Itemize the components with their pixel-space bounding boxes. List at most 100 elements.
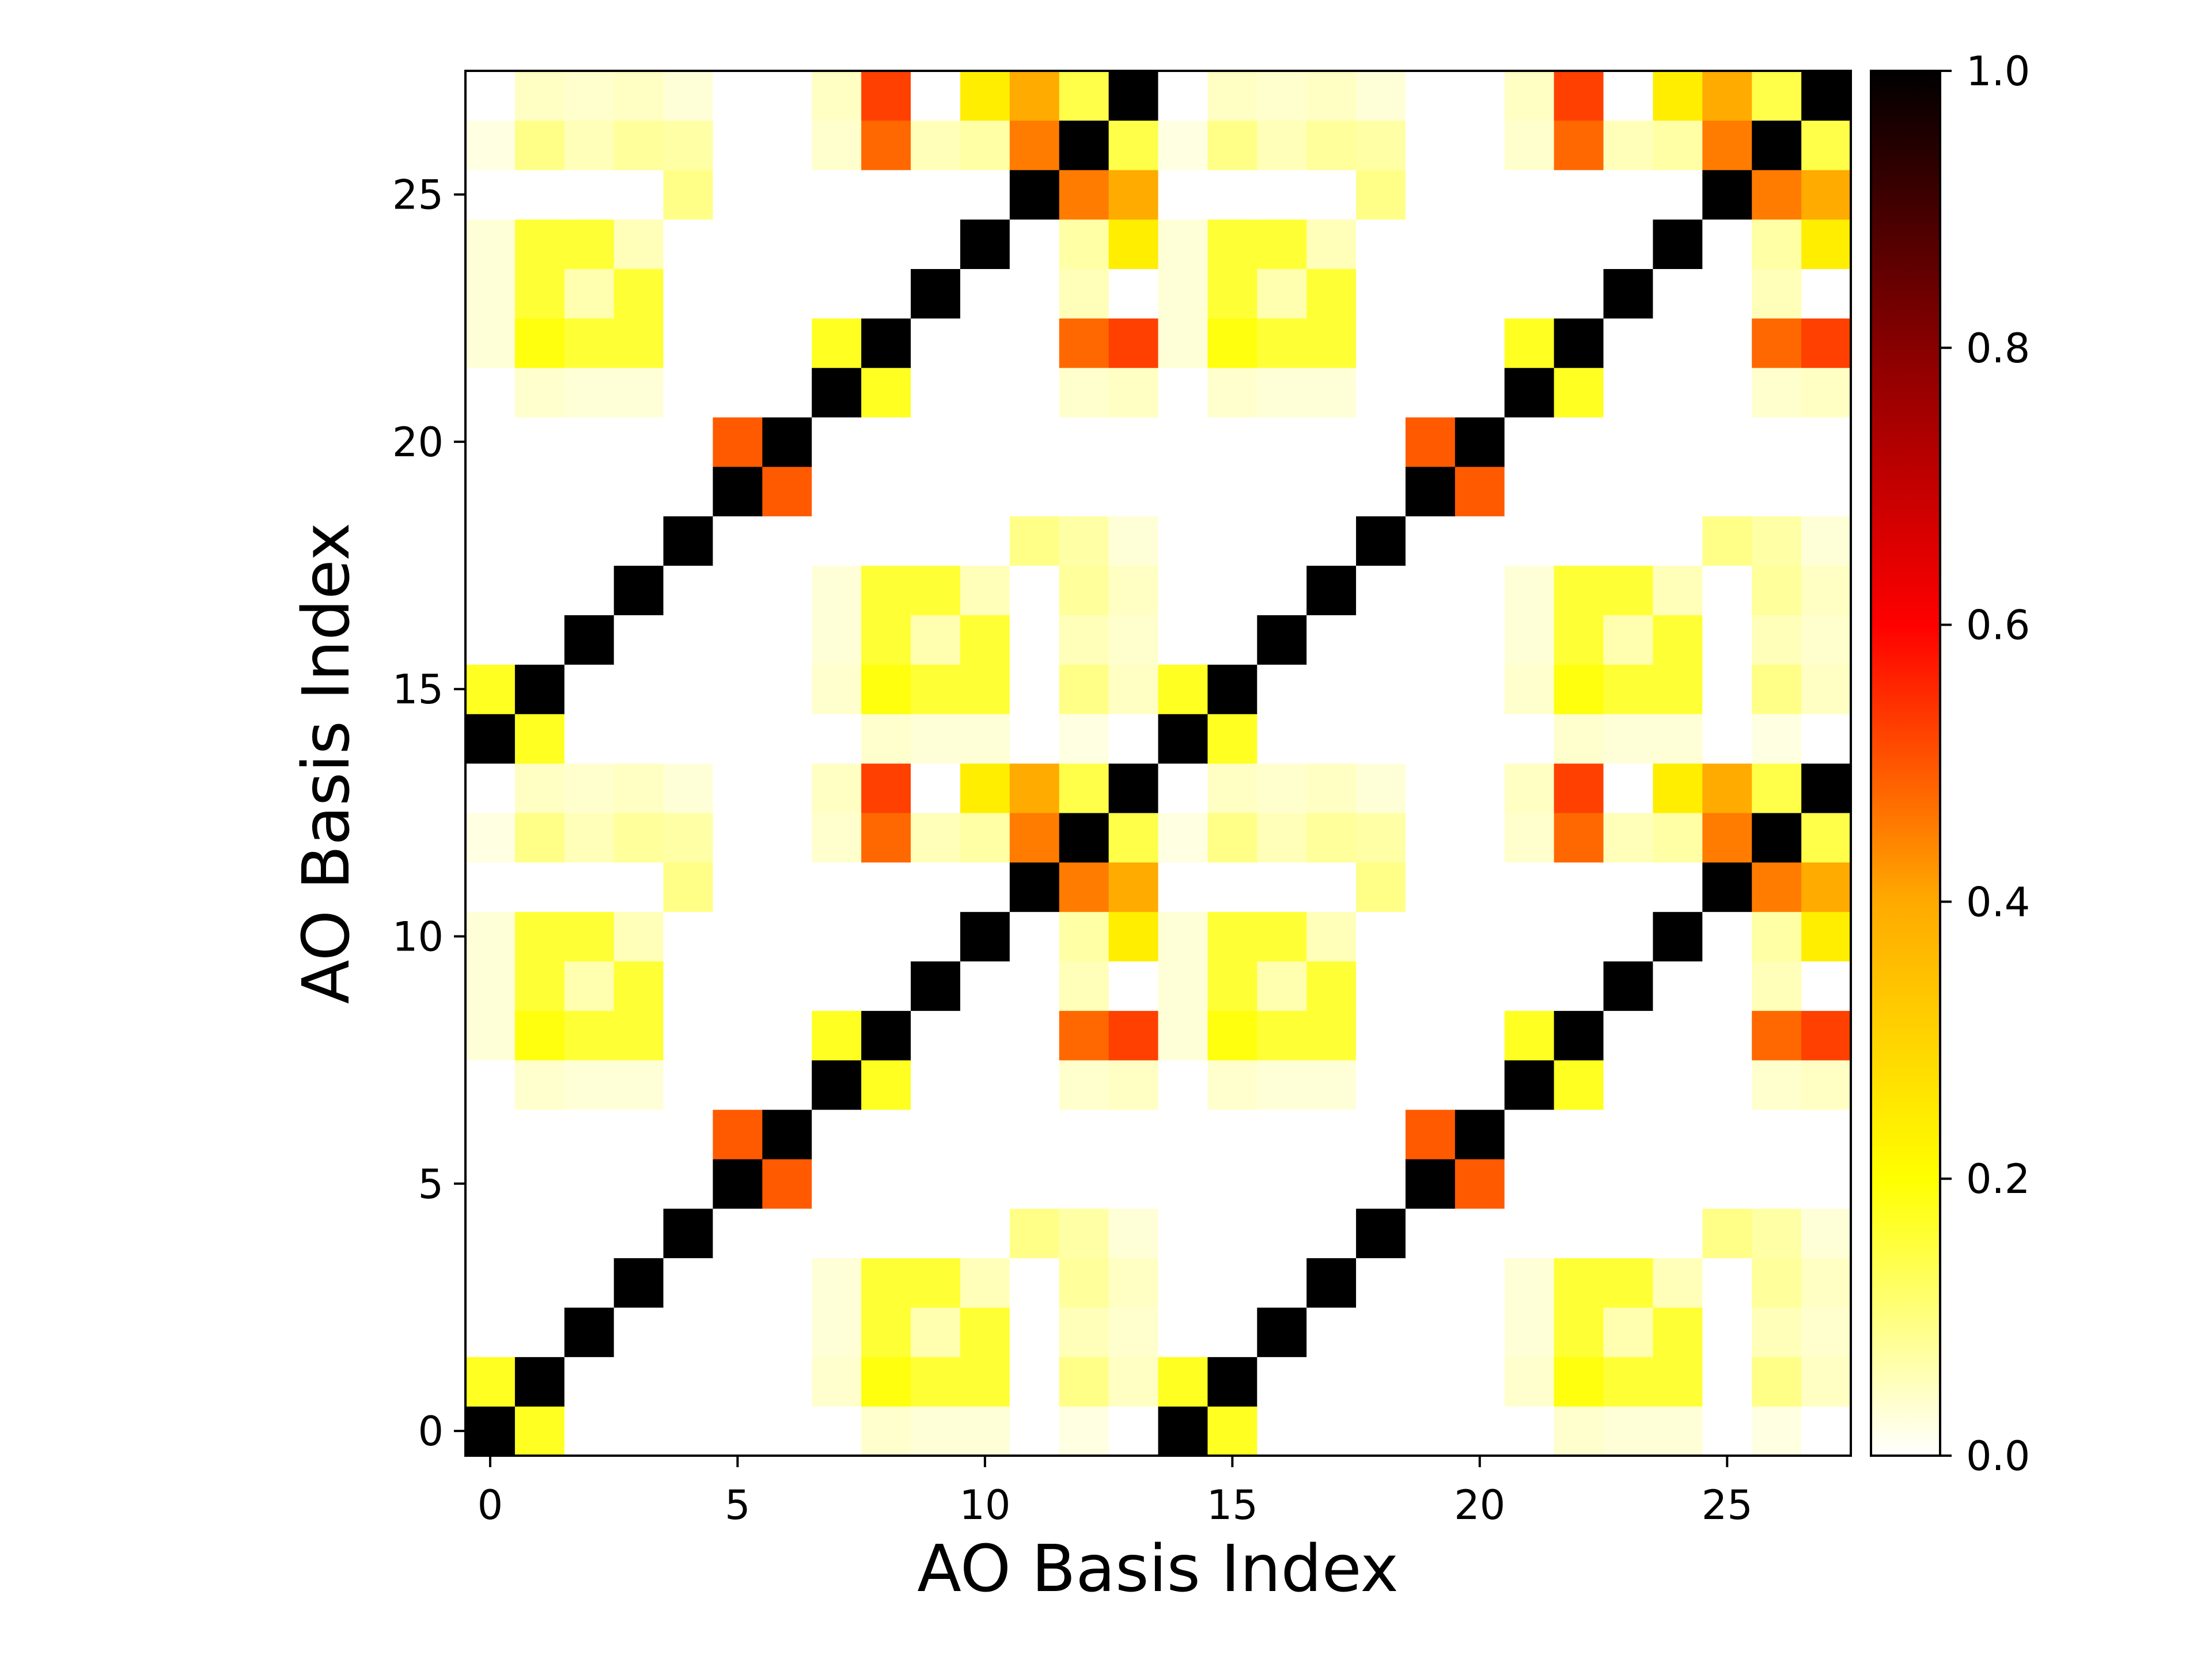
x-tick-label: 0 bbox=[478, 1482, 503, 1529]
heatmap-cell bbox=[1108, 268, 1159, 319]
heatmap-cell bbox=[1356, 812, 1406, 863]
heatmap-cell bbox=[465, 911, 516, 962]
heatmap-cell bbox=[1801, 862, 1851, 912]
heatmap-cell bbox=[1504, 1010, 1555, 1060]
heatmap-cell bbox=[911, 71, 961, 121]
heatmap-cell bbox=[1455, 664, 1505, 714]
heatmap-cell bbox=[1405, 911, 1456, 962]
heatmap-cell bbox=[911, 1406, 961, 1456]
heatmap-cell bbox=[465, 169, 516, 220]
heatmap-cell bbox=[514, 911, 565, 962]
heatmap-cell bbox=[663, 812, 714, 863]
heatmap-cell bbox=[1207, 961, 1257, 1011]
colorbar-tick-label: 0.2 bbox=[1966, 1156, 2030, 1203]
heatmap-cell bbox=[911, 911, 961, 962]
heatmap-cell bbox=[1108, 516, 1159, 566]
heatmap-cell bbox=[812, 763, 862, 813]
heatmap-cell bbox=[861, 1357, 911, 1407]
heatmap-cell bbox=[812, 961, 862, 1011]
heatmap-cell bbox=[1405, 961, 1456, 1011]
heatmap-cell bbox=[861, 219, 911, 270]
heatmap-cell bbox=[1801, 318, 1851, 368]
heatmap-cell bbox=[1356, 417, 1406, 467]
heatmap-cell bbox=[1405, 565, 1456, 616]
heatmap-cell bbox=[960, 1109, 1010, 1160]
y-tick-label: 5 bbox=[418, 1161, 444, 1208]
colorbar-tick-label: 0.0 bbox=[1966, 1433, 2030, 1480]
heatmap-cell bbox=[1702, 71, 1752, 121]
heatmap-cell bbox=[1059, 120, 1109, 171]
heatmap-cell bbox=[861, 318, 911, 368]
heatmap-cell bbox=[1306, 961, 1357, 1011]
heatmap-cell bbox=[713, 911, 763, 962]
heatmap-cell bbox=[1801, 763, 1851, 813]
heatmap-cell bbox=[1653, 71, 1703, 121]
heatmap-cell bbox=[1801, 1208, 1851, 1259]
heatmap-cell bbox=[1257, 911, 1307, 962]
heatmap-cell bbox=[1158, 862, 1208, 912]
heatmap-cell bbox=[713, 516, 763, 566]
heatmap-cell bbox=[762, 466, 812, 517]
heatmap-cell bbox=[1603, 812, 1654, 863]
heatmap-cell bbox=[1504, 1060, 1555, 1110]
heatmap-cell bbox=[713, 169, 763, 220]
heatmap-cell bbox=[1653, 466, 1703, 517]
heatmap-cell bbox=[564, 219, 615, 270]
heatmap-cell bbox=[1207, 714, 1257, 764]
heatmap-cell bbox=[663, 219, 714, 270]
heatmap-cell bbox=[1158, 1208, 1208, 1259]
heatmap-cell bbox=[1306, 1010, 1357, 1060]
heatmap-cell bbox=[1455, 1158, 1505, 1209]
heatmap-cell bbox=[812, 466, 862, 517]
heatmap-cell bbox=[1207, 268, 1257, 319]
heatmap-cell bbox=[812, 1208, 862, 1259]
heatmap-cell bbox=[1504, 1257, 1555, 1308]
heatmap-cell bbox=[514, 1060, 565, 1110]
heatmap-cell bbox=[1455, 71, 1505, 121]
heatmap-cell bbox=[1702, 961, 1752, 1011]
heatmap-cell bbox=[1504, 368, 1555, 418]
heatmap-cell bbox=[1702, 664, 1752, 714]
heatmap-cell bbox=[713, 268, 763, 319]
heatmap-cell bbox=[1554, 664, 1604, 714]
heatmap-cell bbox=[1455, 1010, 1505, 1060]
heatmap-cell bbox=[1158, 664, 1208, 714]
heatmap-cell bbox=[1653, 1109, 1703, 1160]
heatmap-cell bbox=[1356, 1307, 1406, 1357]
heatmap-cell bbox=[1009, 565, 1060, 616]
heatmap-cell bbox=[465, 71, 516, 121]
heatmap-cell bbox=[1356, 120, 1406, 171]
heatmap-cell bbox=[713, 763, 763, 813]
heatmap-cell bbox=[713, 120, 763, 171]
heatmap-cell bbox=[1158, 516, 1208, 566]
heatmap-cell bbox=[1009, 1060, 1060, 1110]
heatmap-cell bbox=[713, 862, 763, 912]
heatmap-cell bbox=[1257, 1307, 1307, 1357]
heatmap-cell bbox=[1603, 516, 1654, 566]
heatmap-cell bbox=[911, 862, 961, 912]
heatmap-cell bbox=[1059, 1307, 1109, 1357]
heatmap-cell bbox=[713, 417, 763, 467]
heatmap-cell bbox=[1603, 1406, 1654, 1456]
heatmap-cell bbox=[1059, 812, 1109, 863]
heatmap-cell bbox=[1257, 615, 1307, 665]
heatmap-cell bbox=[1702, 120, 1752, 171]
heatmap-cell bbox=[812, 862, 862, 912]
heatmap-cell bbox=[514, 763, 565, 813]
heatmap-cell bbox=[812, 812, 862, 863]
heatmap-cell bbox=[465, 466, 516, 517]
heatmap-cell bbox=[465, 1109, 516, 1160]
heatmap-cell bbox=[1257, 1158, 1307, 1209]
heatmap-cell bbox=[1603, 1158, 1654, 1209]
heatmap-cell bbox=[1306, 1109, 1357, 1160]
heatmap-cell bbox=[1752, 1109, 1802, 1160]
heatmap-cell bbox=[1405, 120, 1456, 171]
heatmap-cell bbox=[1158, 911, 1208, 962]
heatmap-cell bbox=[1801, 664, 1851, 714]
heatmap-cell bbox=[1158, 268, 1208, 319]
heatmap-cell bbox=[1554, 516, 1604, 566]
heatmap-cell bbox=[1009, 1307, 1060, 1357]
heatmap-cell bbox=[1603, 368, 1654, 418]
heatmap-cell bbox=[1455, 961, 1505, 1011]
heatmap-cell bbox=[1752, 812, 1802, 863]
